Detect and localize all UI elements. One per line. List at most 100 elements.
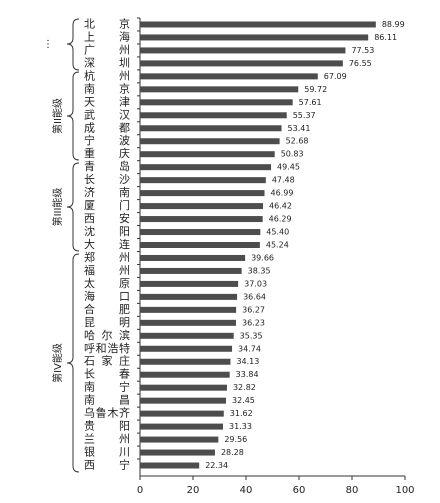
bar <box>140 293 238 300</box>
bar <box>140 151 275 158</box>
x-tick-label: 100 <box>395 485 414 496</box>
y-tick-label: 天津 <box>84 95 130 108</box>
brace <box>66 253 80 473</box>
value-label: 53.41 <box>288 124 311 133</box>
group-label: 第II能级 <box>51 98 64 134</box>
value-label: 38.35 <box>248 266 271 275</box>
group-label: 第IV能级 <box>51 343 64 383</box>
y-tick-label: 哈尔滨 <box>84 328 130 342</box>
y-tick-label: 长春 <box>84 368 130 381</box>
bar <box>140 99 293 106</box>
value-label: 31.62 <box>230 409 253 418</box>
bar <box>140 125 282 132</box>
value-label: 31.33 <box>229 422 252 431</box>
value-label: 28.28 <box>221 448 244 457</box>
bar <box>140 280 239 287</box>
y-tick-label: 上海 <box>84 29 130 43</box>
y-tick-label: 西宁 <box>84 458 130 472</box>
bar <box>140 112 287 119</box>
bar <box>140 358 231 365</box>
bar <box>140 203 264 210</box>
y-tick-label: 武汉 <box>84 108 130 121</box>
y-tick-label: 深圳 <box>84 56 130 69</box>
y-tick-label: 杭州 <box>84 68 130 82</box>
value-label: 46.29 <box>269 215 292 224</box>
value-label: 22.34 <box>205 461 228 470</box>
y-tick-label: 重庆 <box>84 146 130 160</box>
bar <box>140 332 234 339</box>
value-label: 49.45 <box>277 163 300 172</box>
value-label: 32.45 <box>232 396 255 405</box>
bar <box>140 73 318 80</box>
group-label: 第III能级 <box>51 188 64 227</box>
x-tick-label: 60 <box>293 485 306 496</box>
y-tick-label: 呼和浩特 <box>84 341 130 355</box>
y-tick-label: 昆明 <box>84 316 130 329</box>
y-tick-label: 广州 <box>84 43 130 56</box>
y-tick-label: 南京 <box>84 81 130 95</box>
bar <box>140 371 230 378</box>
y-tick-label: 厦门 <box>84 198 130 212</box>
value-label: 34.74 <box>238 344 261 353</box>
y-tick-label: 兰州 <box>84 433 130 446</box>
value-label: 50.83 <box>281 150 304 159</box>
bar <box>140 229 261 236</box>
value-label: 88.99 <box>382 20 405 29</box>
value-label: 35.35 <box>240 331 263 340</box>
value-label: 46.42 <box>269 202 292 211</box>
y-tick-label: 南昌 <box>84 394 130 407</box>
y-tick-label: 南宁 <box>84 380 130 394</box>
value-label: 57.61 <box>299 98 322 107</box>
bar <box>140 34 369 41</box>
bar <box>140 86 299 93</box>
y-tick-label: 福州 <box>84 263 130 277</box>
x-tick-label: 80 <box>346 485 359 496</box>
y-tick-label: 太原 <box>84 277 130 290</box>
y-tick-label: 青岛 <box>84 159 130 173</box>
brace <box>66 18 80 71</box>
value-label: 86.11 <box>374 33 397 42</box>
bar <box>140 254 246 261</box>
group-braces <box>66 18 80 473</box>
value-label: 76.55 <box>349 59 372 68</box>
bar <box>140 190 265 197</box>
y-tick-label: 乌鲁木齐 <box>84 406 130 420</box>
bar <box>140 449 215 456</box>
value-label: 59.72 <box>304 85 327 94</box>
y-tick-label: 海口 <box>84 289 130 303</box>
value-label: 55.37 <box>293 111 316 120</box>
bar <box>140 319 237 326</box>
value-label: 77.53 <box>351 46 374 55</box>
value-label: 36.27 <box>242 305 265 314</box>
value-label: 45.40 <box>266 228 289 237</box>
y-tick-label: 沈阳 <box>84 224 130 238</box>
value-label: 34.13 <box>236 357 259 366</box>
value-label: 37.03 <box>244 279 267 288</box>
bar <box>140 164 272 171</box>
y-tick-label: 西安 <box>84 211 130 225</box>
y-tick-label: 银川 <box>84 445 130 459</box>
y-tick-label: 郑州 <box>84 250 130 264</box>
y-tick-label: 北京 <box>84 16 130 30</box>
value-label: 39.66 <box>251 253 274 262</box>
bar <box>140 242 260 248</box>
bar <box>140 47 346 54</box>
value-label: 46.99 <box>271 189 294 198</box>
value-label: 36.23 <box>242 318 265 327</box>
bar <box>140 60 343 67</box>
bar <box>140 345 233 352</box>
dots: ⋮ <box>43 39 53 50</box>
value-label: 67.09 <box>324 72 347 81</box>
brace <box>66 162 80 252</box>
value-label: 36.64 <box>243 292 266 301</box>
y-tick-label: 济南 <box>84 185 130 199</box>
value-label: 52.68 <box>286 137 309 146</box>
bar <box>140 462 200 469</box>
bar <box>140 384 227 391</box>
bar <box>140 216 263 223</box>
bar <box>140 397 226 404</box>
y-tick-label: 成都 <box>84 121 130 134</box>
bar <box>140 423 224 430</box>
y-tick-label: 合肥 <box>84 302 130 316</box>
